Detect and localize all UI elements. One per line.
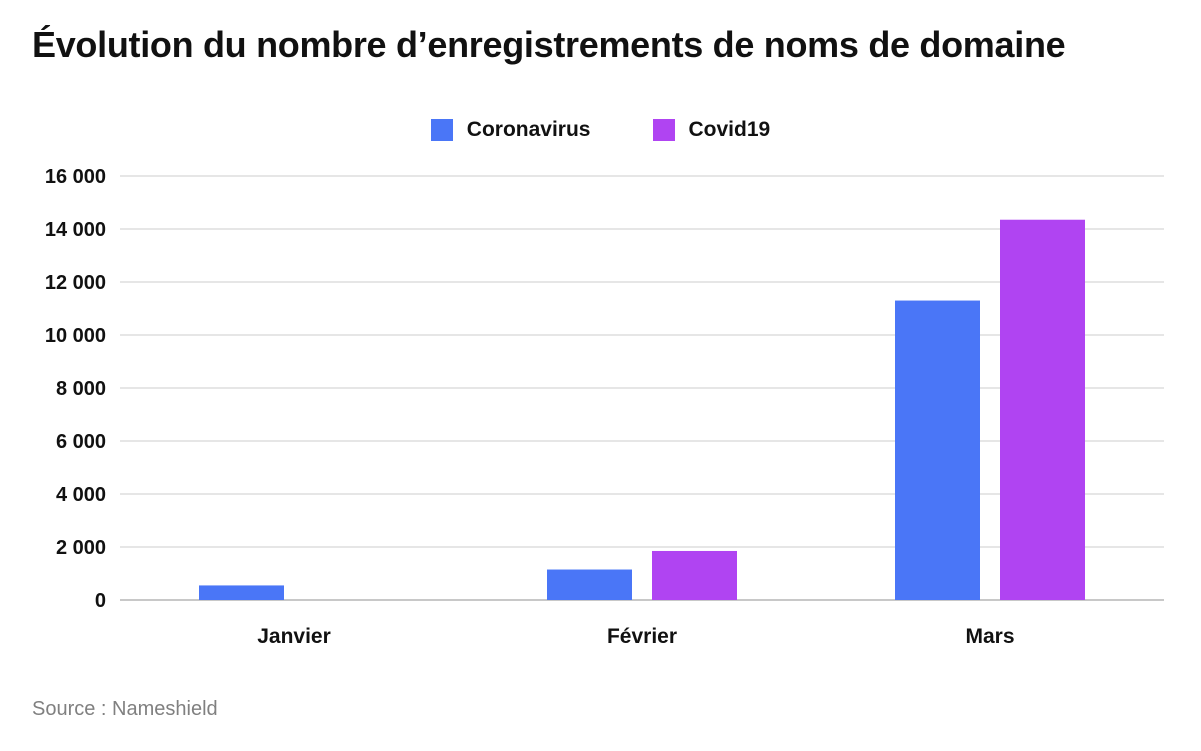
y-tick-label: 0 (95, 590, 106, 612)
y-tick-label: 12 000 (45, 272, 106, 294)
y-tick-label: 2 000 (56, 537, 106, 559)
bar-coronavirus-janvier (199, 585, 284, 600)
legend-swatch-coronavirus (430, 119, 453, 141)
x-tick-label: Janvier (257, 625, 331, 648)
source-note: Source : Nameshield (32, 698, 218, 720)
y-tick-label: 14 000 (45, 219, 106, 241)
bar-coronavirus-février (547, 569, 632, 600)
bar-covid19-mars (1000, 219, 1085, 600)
bars (199, 219, 1085, 600)
chart-title: Évolution du nombre d’enregistrements de… (32, 24, 1066, 65)
y-tick-label: 16 000 (45, 166, 106, 188)
y-tick-label: 8 000 (56, 378, 106, 400)
legend-label-coronavirus: Coronavirus (466, 118, 591, 141)
bar-coronavirus-mars (895, 300, 980, 600)
legend-swatch-covid19 (652, 119, 675, 141)
y-tick-label: 4 000 (56, 484, 106, 506)
legend-item-coronavirus: Coronavirus (430, 118, 591, 142)
x-axis-ticks: Janvier Février Mars (257, 625, 1014, 648)
x-tick-label: Février (607, 625, 677, 648)
y-tick-label: 10 000 (45, 325, 106, 347)
legend-label-covid19: Covid19 (688, 118, 771, 141)
y-axis-ticks: 0 2 000 4 000 6 000 8 000 10 000 12 000 14 000 1… (45, 166, 106, 612)
bar-covid19-février (652, 550, 737, 600)
y-tick-label: 6 000 (56, 431, 106, 453)
gridlines (120, 175, 1164, 601)
x-tick-label: Mars (965, 625, 1014, 648)
legend: Coronavirus Covid19 (0, 118, 1201, 142)
legend-item-covid19: Covid19 (652, 118, 771, 142)
